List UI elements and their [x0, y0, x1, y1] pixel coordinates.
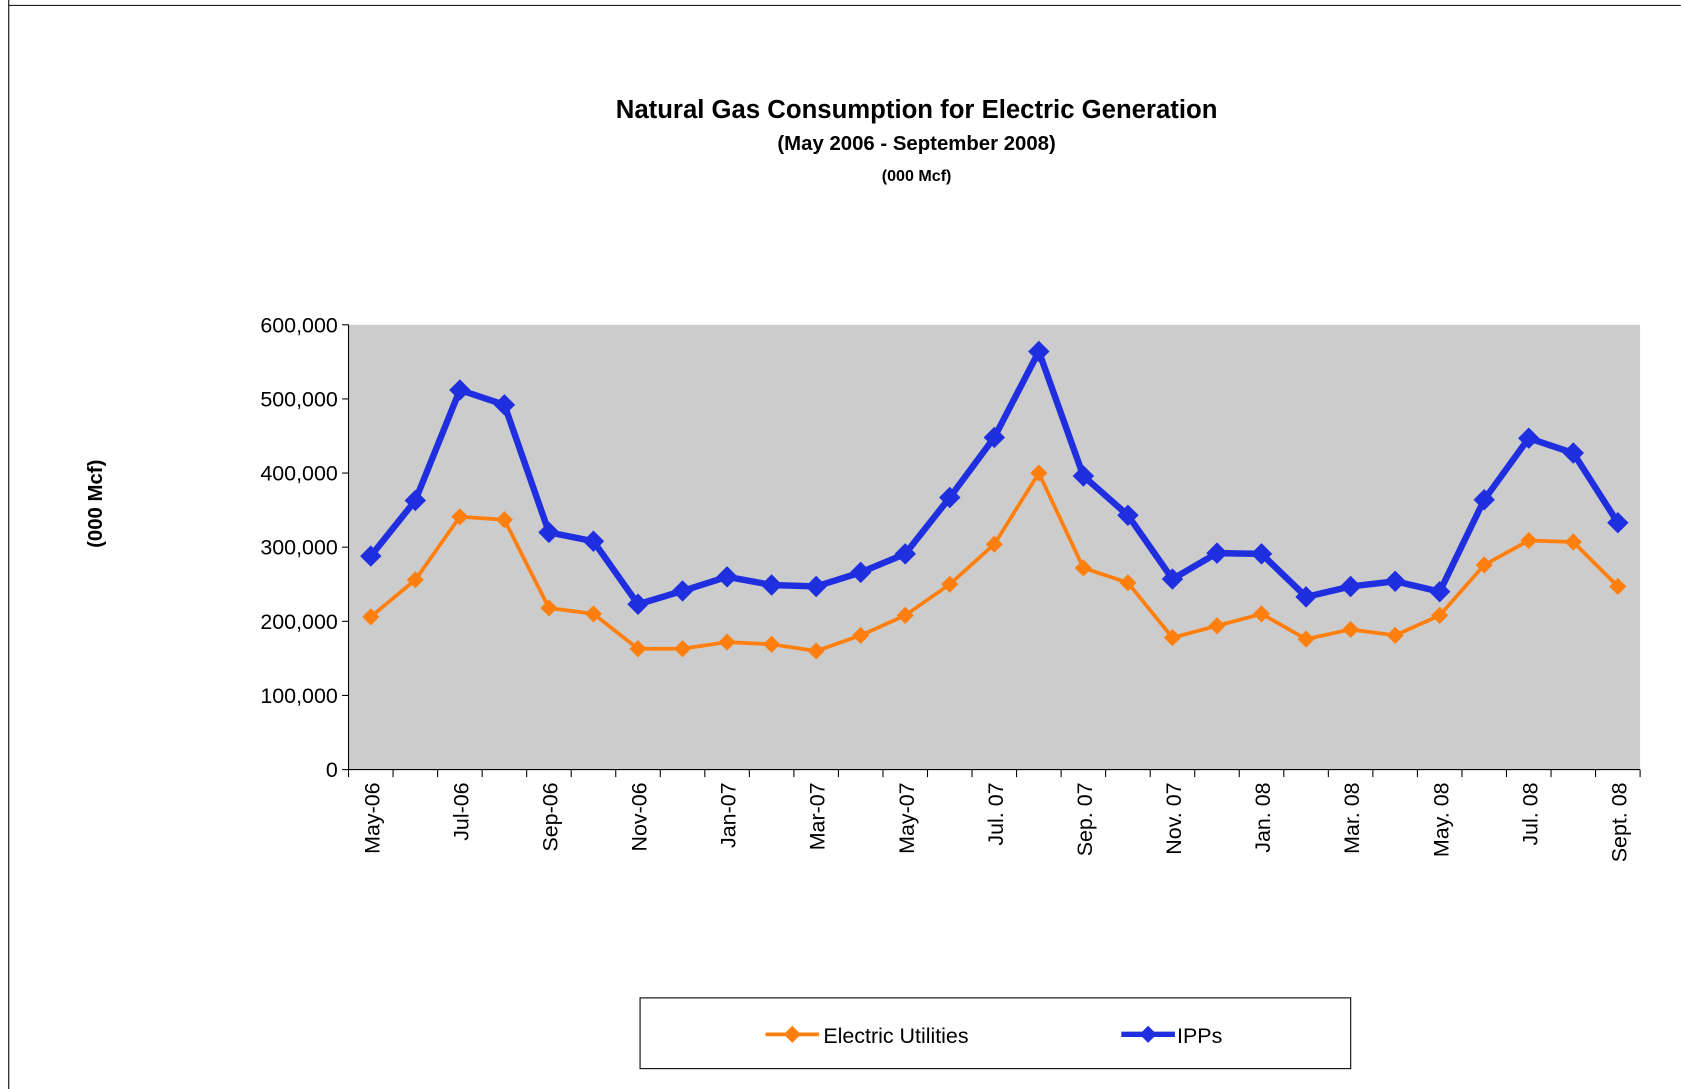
- data-point: [1072, 465, 1095, 487]
- y-axis-title: (000 Mcf): [85, 460, 107, 548]
- data-point: [1431, 606, 1449, 624]
- data-point: [538, 521, 560, 544]
- data-point: [362, 608, 380, 626]
- data-point: [540, 599, 558, 617]
- data-point: [1161, 568, 1184, 590]
- data-point: [1473, 489, 1495, 511]
- data-point: [1250, 543, 1273, 565]
- data-point: [1339, 575, 1362, 598]
- data-point: [1295, 586, 1317, 608]
- x-tick-label: Mar. 08: [1340, 782, 1364, 853]
- data-point: [1119, 574, 1137, 592]
- data-point: [1428, 580, 1451, 603]
- y-tick-label: 500,000: [260, 387, 338, 411]
- data-point: [1074, 559, 1092, 577]
- data-point: [584, 605, 603, 623]
- data-point: [1384, 570, 1406, 593]
- data-point: [852, 626, 870, 644]
- data-point: [941, 575, 959, 593]
- data-point: [627, 593, 649, 615]
- x-tick-label: Jul. 07: [984, 782, 1008, 845]
- x-tick-label: Mar-07: [806, 782, 830, 850]
- data-point: [673, 640, 692, 658]
- legend-box: [639, 997, 1352, 1070]
- chart-subtitle: (May 2006 - September 2008): [777, 133, 1055, 155]
- x-tick-label: Jan-07: [717, 782, 741, 847]
- data-point: [1206, 542, 1228, 564]
- data-point: [718, 633, 736, 651]
- x-tick-label: May-06: [360, 782, 384, 853]
- legend-label: IPPs: [1177, 1024, 1222, 1048]
- data-point: [1252, 605, 1271, 623]
- y-tick-label: 200,000: [260, 610, 338, 634]
- data-point: [939, 486, 961, 509]
- data-point: [449, 379, 471, 401]
- x-tick-label: Jul-06: [449, 782, 473, 840]
- y-tick-label: 100,000: [260, 684, 338, 708]
- data-point: [763, 635, 781, 653]
- data-point: [1386, 626, 1404, 644]
- data-point: [760, 574, 783, 596]
- data-point: [805, 575, 827, 598]
- data-point: [1342, 620, 1360, 639]
- data-point: [1562, 442, 1585, 464]
- data-point: [1609, 577, 1627, 596]
- data-point: [985, 535, 1003, 553]
- x-tick-label: Sep. 07: [1073, 782, 1097, 856]
- data-point: [1030, 464, 1048, 482]
- data-point: [894, 543, 916, 565]
- data-point: [1208, 617, 1226, 635]
- data-point: [629, 640, 647, 658]
- legend-marker: [1139, 1025, 1157, 1043]
- data-point: [807, 642, 825, 660]
- data-point: [360, 545, 382, 567]
- data-point: [1163, 629, 1182, 647]
- data-point: [896, 606, 914, 624]
- x-tick-label: May-07: [895, 782, 919, 853]
- chart-title: Natural Gas Consumption for Electric Gen…: [616, 96, 1218, 124]
- data-point: [404, 489, 427, 512]
- data-point: [451, 508, 469, 526]
- data-point: [671, 580, 694, 602]
- data-point: [1520, 531, 1538, 550]
- data-point: [1564, 533, 1582, 551]
- x-tick-label: Nov. 07: [1162, 782, 1186, 854]
- y-tick-label: 0: [326, 758, 338, 782]
- x-tick-label: Jul. 08: [1518, 782, 1542, 845]
- x-tick-label: Nov-06: [628, 782, 652, 851]
- data-point: [406, 571, 424, 589]
- y-tick-label: 600,000: [260, 313, 338, 337]
- legend-label: Electric Utilities: [823, 1024, 968, 1048]
- data-point: [582, 530, 605, 552]
- data-point: [1518, 427, 1540, 449]
- x-tick-label: May. 08: [1429, 782, 1453, 857]
- legend-marker: [783, 1025, 801, 1043]
- data-point: [716, 566, 738, 588]
- y-tick-label: 300,000: [260, 536, 338, 560]
- x-tick-label: Jan. 08: [1251, 782, 1275, 852]
- unit-note: (000 Mcf): [882, 167, 952, 185]
- data-point: [493, 394, 516, 416]
- data-point: [495, 511, 513, 529]
- x-tick-label: Sep-06: [539, 782, 563, 851]
- data-point: [983, 426, 1006, 449]
- data-point: [1028, 340, 1050, 363]
- data-point: [849, 561, 872, 584]
- x-tick-label: Sept. 08: [1607, 782, 1631, 862]
- y-tick-label: 400,000: [260, 462, 338, 486]
